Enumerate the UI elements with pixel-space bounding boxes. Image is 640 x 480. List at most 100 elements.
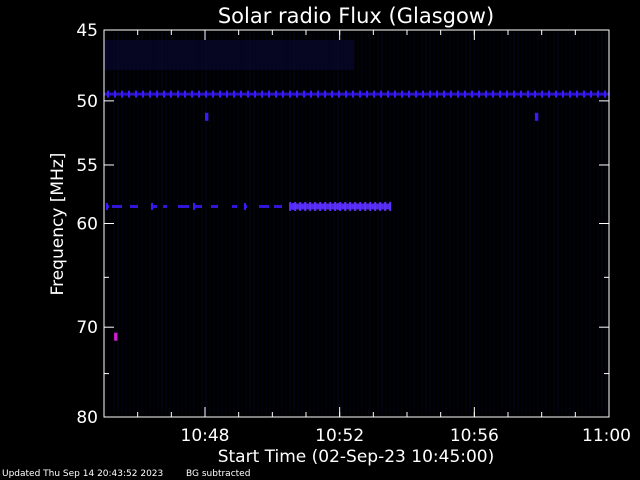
rfi-tick (289, 90, 291, 98)
emission-spot (534, 112, 539, 121)
rfi-tick (212, 90, 214, 98)
rfi-tick (268, 90, 270, 98)
strong-emission-tick (359, 201, 362, 211)
rfi-tick (597, 90, 599, 98)
strong-emission-tick (349, 201, 352, 211)
strong-emission-tick (299, 201, 302, 211)
y-axis-label: Frequency [MHz] (48, 153, 68, 296)
rfi-tick (184, 90, 186, 98)
strong-emission-tick (389, 201, 392, 211)
strong-emission-tick (369, 201, 372, 211)
x-tick-label: 10:48 (181, 426, 230, 446)
strong-emission-tick (329, 201, 332, 211)
strong-emission-tick (379, 201, 382, 211)
rfi-tick (429, 90, 431, 98)
rfi-tick (464, 90, 466, 98)
emission-spot (205, 112, 209, 121)
plot-area (104, 32, 609, 415)
rfi-tick (401, 90, 403, 98)
emission-segment (178, 204, 189, 208)
emission-tick (244, 202, 246, 210)
rfi-tick (513, 90, 515, 98)
rfi-tick (443, 90, 445, 98)
rfi-tick (527, 90, 529, 98)
rfi-tick (373, 90, 375, 98)
strong-emission-tick (294, 201, 297, 211)
rfi-tick (394, 90, 396, 98)
y-tick-label: 80 (76, 408, 98, 428)
emission-segment (163, 204, 167, 208)
rfi-tick (282, 90, 284, 98)
rfi-tick (296, 90, 298, 98)
strong-emission-tick (364, 201, 367, 211)
rfi-tick (233, 90, 235, 98)
rfi-tick (142, 90, 144, 98)
rfi-tick (149, 90, 151, 98)
strong-emission-tick (309, 201, 312, 211)
rfi-tick (604, 90, 606, 98)
rfi-tick (506, 90, 508, 98)
strong-emission-tick (344, 201, 347, 211)
rfi-tick (338, 90, 340, 98)
x-tick-label: 11:00 (582, 426, 631, 446)
rfi-tick (583, 90, 585, 98)
emission-segment (193, 204, 202, 208)
rfi-tick (520, 90, 522, 98)
rfi-tick (114, 90, 116, 98)
rfi-tick (555, 90, 557, 98)
rfi-tick (359, 90, 361, 98)
rfi-tick (240, 90, 242, 98)
strong-emission-tick (289, 201, 292, 211)
chart-title: Solar radio Flux (Glasgow) (218, 4, 494, 28)
rfi-tick (205, 90, 207, 98)
rfi-tick (177, 90, 179, 98)
rfi-tick (198, 90, 200, 98)
y-tick-label: 45 (76, 21, 98, 41)
rfi-tick (485, 90, 487, 98)
rfi-tick (492, 90, 494, 98)
emission-segment (211, 204, 218, 208)
strong-emission-tick (324, 201, 327, 211)
rfi-tick (275, 90, 277, 98)
emission-segment (112, 204, 122, 208)
rfi-tick (261, 90, 263, 98)
updated-timestamp: Updated Thu Sep 14 20:43:52 2023 (2, 469, 164, 479)
emission-segment (274, 204, 282, 208)
rfi-tick (366, 90, 368, 98)
rfi-tick (345, 90, 347, 98)
rfi-tick (247, 90, 249, 98)
rfi-tick (548, 90, 550, 98)
rfi-tick (310, 90, 312, 98)
rfi-tick (128, 90, 130, 98)
rfi-tick (471, 90, 473, 98)
rfi-tick (562, 90, 564, 98)
rfi-tick (590, 90, 592, 98)
rfi-tick (380, 90, 382, 98)
rfi-tick (170, 90, 172, 98)
rfi-tick (324, 90, 326, 98)
emission-tick (151, 202, 153, 210)
rfi-tick (331, 90, 333, 98)
x-tick-label: 10:56 (450, 426, 499, 446)
background-note: BG subtracted (186, 469, 251, 479)
strong-emission-tick (384, 201, 387, 211)
strong-emission-tick (314, 201, 317, 211)
rfi-line (104, 92, 609, 96)
y-tick-label: 50 (76, 92, 98, 112)
emission-tick (193, 202, 195, 210)
rfi-tick (163, 90, 165, 98)
rfi-tick (576, 90, 578, 98)
rfi-tick (121, 90, 123, 98)
rfi-tick (191, 90, 193, 98)
x-axis-label: Start Time (02-Sep-23 10:45:00) (218, 447, 495, 467)
emission-segment (232, 204, 237, 208)
strong-emission-tick (319, 201, 322, 211)
strong-emission-tick (354, 201, 357, 211)
background-haze (104, 40, 354, 70)
rfi-tick (219, 90, 221, 98)
rfi-tick (569, 90, 571, 98)
y-tick-label: 70 (76, 318, 98, 338)
y-tick-label: 55 (76, 156, 98, 176)
rfi-tick (226, 90, 228, 98)
rfi-tick (415, 90, 417, 98)
